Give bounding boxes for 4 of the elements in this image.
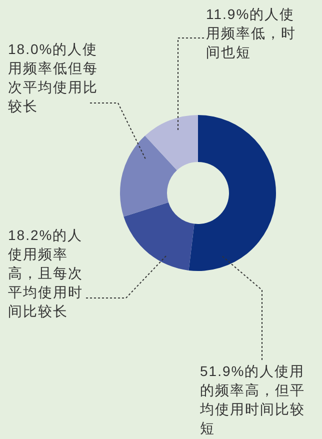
slice-label: 18.2%的人使用频率高，且每次平均使用时间比较长 — [8, 226, 84, 321]
slice-label: 11.9%的人使用频率低，时间也短 — [206, 5, 297, 62]
slice-label: 18.0%的人使用频率低但每次平均使用比较长 — [8, 40, 99, 116]
slice-label: 51.9%的人使用的频率高，但平均使用时间比较短 — [200, 362, 306, 438]
